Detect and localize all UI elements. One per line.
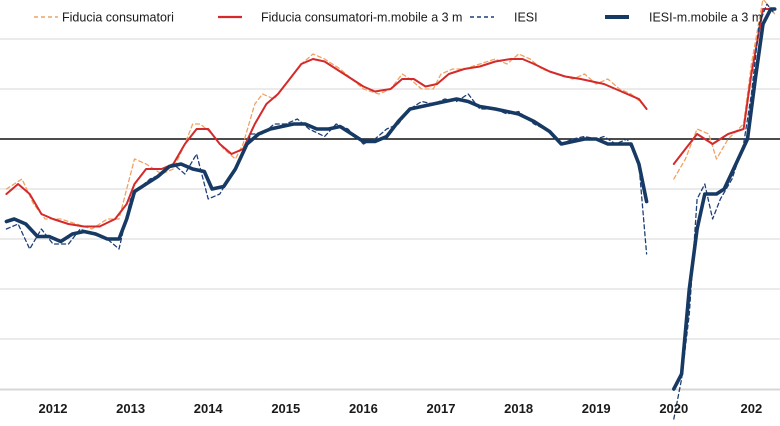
series-1 (5, 0, 776, 230)
series-4-line-segment-1 (4, 97, 649, 244)
series-2-line-segment-1 (5, 58, 648, 228)
series-1-line-segment-1 (5, 53, 644, 230)
x-tick-label-202: 202 (741, 401, 763, 416)
series-2 (5, 8, 776, 228)
x-axis-ticks: 2012 2013 2014 2015 2016 2017 2018 2019 2020 202 (39, 401, 763, 416)
x-tick-label-2015: 2015 (271, 401, 300, 416)
x-tick-label-2019: 2019 (582, 401, 611, 416)
legend-label: Fiducia consumatori (62, 11, 174, 25)
x-tick-label-2020: 2020 (659, 401, 688, 416)
grid (0, 38, 780, 391)
legend-label: Fiducia consumatori-m.mobile a 3 m (261, 11, 462, 25)
series-4-line-segment-2 (672, 7, 777, 391)
series-4 (4, 7, 777, 391)
legend-label: IESI (514, 11, 538, 25)
x-tick-label-2012: 2012 (39, 401, 68, 416)
x-tick-label-2014: 2014 (194, 401, 224, 416)
series-3-line-segment-1 (5, 93, 648, 255)
legend-label: IESI-m.mobile a 3 m (649, 11, 762, 25)
series-1-line-segment-2 (673, 0, 776, 180)
x-tick-label-2016: 2016 (349, 401, 378, 416)
series-2-line-segment-2 (672, 8, 776, 165)
series-3 (5, 3, 776, 420)
legend-entry-3: IESI (470, 11, 538, 25)
x-tick-label-2013: 2013 (116, 401, 145, 416)
legend-entry-2: Fiducia consumatori-m.mobile a 3 m (218, 11, 462, 25)
x-tick-label-2018: 2018 (504, 401, 533, 416)
series-3-line-segment-2 (673, 3, 776, 420)
legend-entry-4: IESI-m.mobile a 3 m (605, 11, 762, 25)
x-tick-label-2017: 2017 (427, 401, 456, 416)
legend: Fiducia consumatori Fiducia consumatori-m… (34, 11, 762, 25)
legend-entry-1: Fiducia consumatori (34, 11, 174, 25)
series-lines (4, 0, 777, 420)
